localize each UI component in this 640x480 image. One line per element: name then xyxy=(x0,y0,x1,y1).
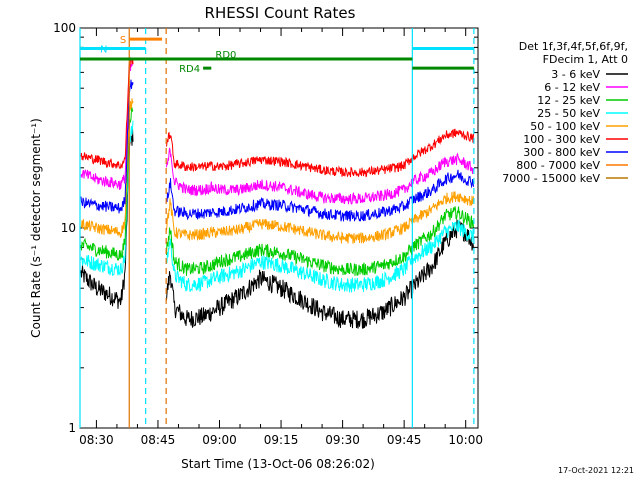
legend-label-0: 3 - 6 keV xyxy=(551,68,600,81)
legend: Det 1f,3f,4f,5f,6f,9f, FDecim 1, Att 0 3… xyxy=(502,40,628,185)
y-tick-label: 10 xyxy=(61,221,76,235)
plot-area: 1 10 100 08:30 08:45 09:00 09:15 09:30 09:45 10:0… xyxy=(53,21,483,447)
legend-label-8: 7000 - 15000 keV xyxy=(502,172,600,185)
annotation-label-RD0: RD0 xyxy=(215,50,236,61)
x-tick-label: 08:45 xyxy=(141,433,176,447)
series-line-300-800-keV xyxy=(80,79,474,222)
x-tick-label: 09:45 xyxy=(387,433,422,447)
series-line-25-50-keV xyxy=(80,120,474,293)
legend-header-line2: FDecim 1, Att 0 xyxy=(543,53,628,66)
x-tick-label: 09:00 xyxy=(202,433,237,447)
legend-label-1: 6 - 12 keV xyxy=(544,81,600,94)
series-line-50-100-keV xyxy=(80,98,474,244)
legend-label-2: 12 - 25 keV xyxy=(537,94,600,107)
chart-title: RHESSI Count Rates xyxy=(205,4,356,22)
footer-timestamp: 17-Oct-2021 12:21 xyxy=(558,466,634,475)
x-tick-label: 09:30 xyxy=(325,433,360,447)
y-tick-label: 1 xyxy=(68,421,76,435)
annotation-label-RD4: RD4 xyxy=(179,64,200,75)
legend-label-3: 25 - 50 keV xyxy=(537,107,600,120)
series-line-100-300-keV xyxy=(80,56,474,178)
series-line-12-25-keV xyxy=(80,107,474,276)
x-tick-label: 10:00 xyxy=(448,433,483,447)
legend-label-6: 300 - 800 keV xyxy=(523,146,600,159)
y-tick-label: 100 xyxy=(53,21,76,35)
legend-label-5: 100 - 300 keV xyxy=(523,133,600,146)
series-line-6-12-keV xyxy=(80,60,474,205)
legend-header-line1: Det 1f,3f,4f,5f,6f,9f, xyxy=(519,40,628,53)
series-line-3-6-keV xyxy=(80,127,474,329)
x-axis-label: Start Time (13-Oct-06 08:26:02) xyxy=(181,457,375,471)
x-tick-label: 08:30 xyxy=(79,433,114,447)
legend-label-4: 50 - 100 keV xyxy=(530,120,600,133)
annotation-label-S: S xyxy=(120,35,126,46)
annotation-label-N: N xyxy=(100,44,107,55)
x-tick-label: 09:15 xyxy=(264,433,299,447)
legend-label-7: 800 - 7000 keV xyxy=(516,159,600,172)
y-axis-label: Count Rate (s⁻¹ detector segment⁻¹) xyxy=(29,118,43,338)
